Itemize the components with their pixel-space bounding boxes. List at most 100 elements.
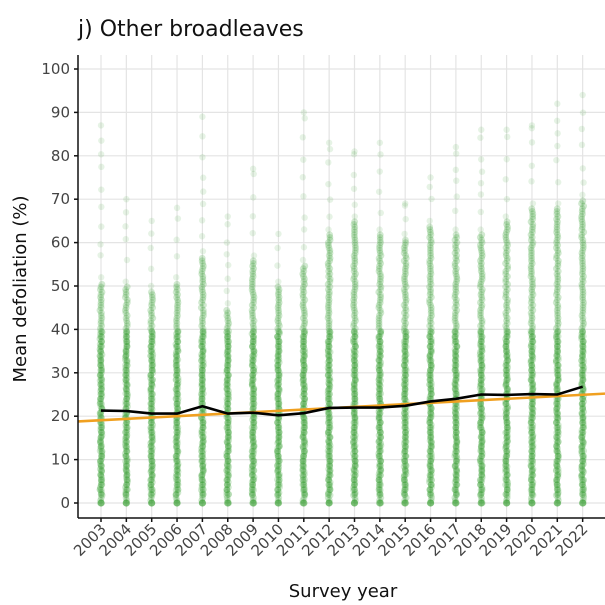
data-point xyxy=(148,366,156,374)
data-point xyxy=(173,381,181,388)
data-point xyxy=(97,426,105,434)
data-point xyxy=(402,343,410,351)
data-point xyxy=(301,319,309,327)
data-point xyxy=(301,348,309,356)
data-point xyxy=(199,481,207,489)
data-point xyxy=(299,476,307,484)
data-point xyxy=(554,247,562,254)
data-point xyxy=(580,228,588,236)
outlier-point xyxy=(98,186,105,193)
data-point xyxy=(554,283,562,291)
data-point xyxy=(172,416,180,424)
data-point xyxy=(453,439,461,447)
data-point xyxy=(123,470,131,478)
outlier-point xyxy=(350,185,358,192)
data-point xyxy=(427,377,434,385)
data-point xyxy=(477,309,485,317)
data-point xyxy=(300,452,307,460)
data-point xyxy=(324,390,332,398)
data-point xyxy=(300,483,308,491)
data-point xyxy=(250,293,258,301)
data-point xyxy=(174,377,182,385)
data-point xyxy=(452,244,459,252)
data-point xyxy=(351,364,359,371)
data-point xyxy=(578,207,586,215)
data-point xyxy=(350,304,358,312)
data-point xyxy=(426,476,434,483)
data-point xyxy=(121,356,129,364)
outlier-point xyxy=(502,176,509,183)
data-point xyxy=(199,293,207,301)
data-point xyxy=(148,299,156,306)
data-point xyxy=(453,467,460,474)
data-point xyxy=(350,231,358,239)
data-point xyxy=(580,483,587,491)
data-point xyxy=(198,267,206,275)
data-point xyxy=(275,347,283,355)
data-point xyxy=(427,361,435,369)
data-point xyxy=(326,463,334,470)
data-point xyxy=(553,405,560,413)
data-point xyxy=(351,236,359,244)
data-point xyxy=(578,465,585,473)
data-point xyxy=(123,312,131,319)
data-point xyxy=(401,439,408,447)
data-point xyxy=(376,231,384,239)
data-point xyxy=(274,439,282,447)
data-point xyxy=(250,296,257,304)
data-point xyxy=(579,301,587,309)
data-point xyxy=(452,286,460,293)
zero-point xyxy=(376,499,384,507)
data-point xyxy=(504,356,512,364)
data-point xyxy=(451,260,459,267)
data-point xyxy=(173,342,181,350)
data-point xyxy=(529,220,537,228)
data-point xyxy=(453,301,460,309)
data-point xyxy=(527,273,535,280)
data-point xyxy=(350,411,358,418)
data-point xyxy=(553,352,561,360)
data-point xyxy=(376,395,384,403)
data-point xyxy=(199,347,207,355)
data-point xyxy=(248,377,256,385)
data-point xyxy=(352,343,359,351)
max-point xyxy=(376,139,384,146)
data-point xyxy=(375,362,383,369)
zero-point xyxy=(97,499,105,507)
data-point xyxy=(579,244,587,252)
data-point xyxy=(554,421,562,429)
data-point xyxy=(352,270,359,278)
data-point xyxy=(96,372,104,379)
data-point xyxy=(478,428,486,436)
data-point xyxy=(225,428,232,436)
data-point xyxy=(98,369,105,377)
outlier-point xyxy=(504,133,511,141)
data-point xyxy=(96,335,104,343)
data-point xyxy=(225,392,232,400)
data-point xyxy=(427,413,435,421)
data-point xyxy=(402,236,409,244)
data-point xyxy=(427,249,434,257)
data-point xyxy=(554,328,561,336)
data-point xyxy=(123,338,130,345)
data-point xyxy=(325,309,333,317)
data-point xyxy=(400,486,408,494)
data-point xyxy=(427,433,435,441)
data-point xyxy=(299,283,307,291)
data-point xyxy=(275,330,283,338)
outlier-point xyxy=(553,156,560,164)
data-point xyxy=(452,358,460,366)
outlier-point xyxy=(98,223,105,230)
data-point xyxy=(528,345,536,353)
data-point xyxy=(553,463,561,470)
data-point xyxy=(580,476,587,484)
data-point xyxy=(580,273,587,280)
data-point xyxy=(451,314,459,322)
data-point xyxy=(451,361,459,369)
data-point xyxy=(172,340,180,348)
data-point xyxy=(299,444,307,452)
data-point xyxy=(502,342,510,350)
data-point xyxy=(324,490,332,498)
data-point xyxy=(248,478,256,486)
data-point xyxy=(529,421,537,429)
